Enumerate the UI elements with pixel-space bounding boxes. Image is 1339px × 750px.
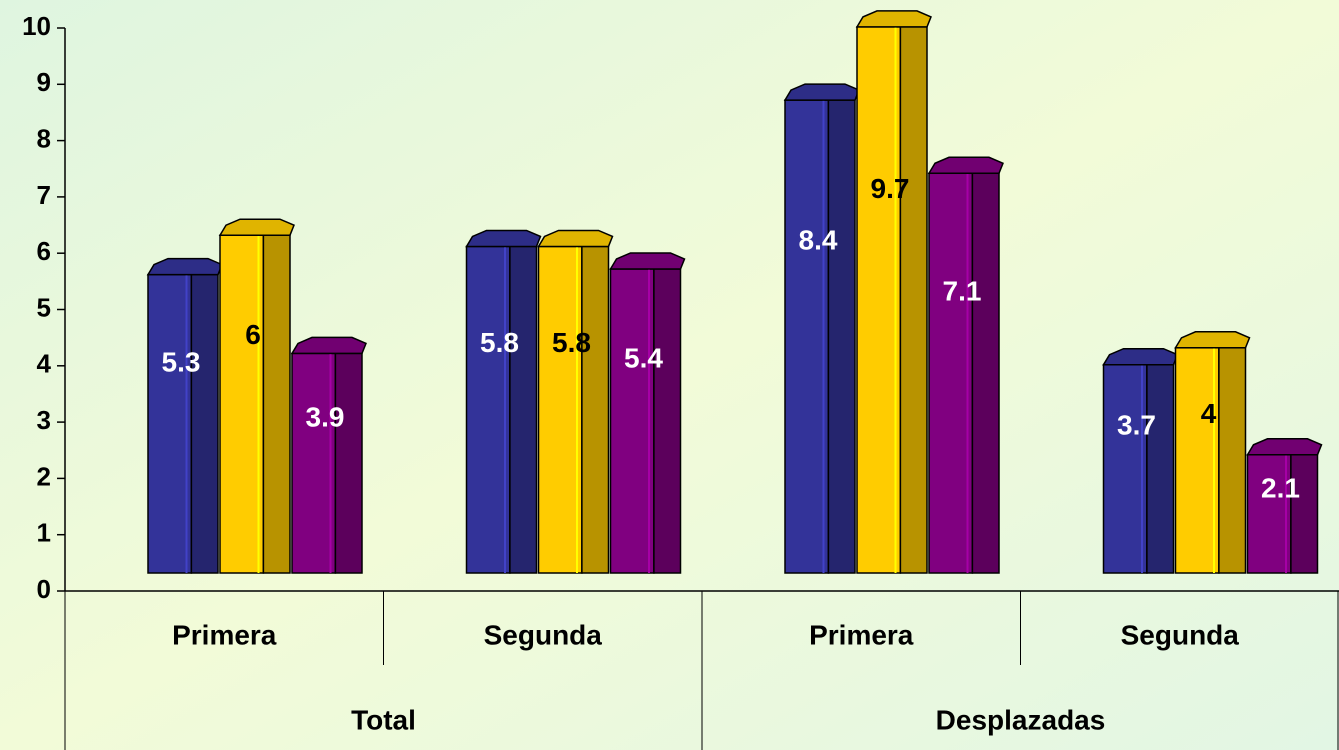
- value-label: 4: [1201, 398, 1217, 429]
- x-tick-label: Primera: [172, 619, 277, 650]
- bar: [218, 218, 295, 574]
- y-tick-label: 0: [37, 574, 51, 604]
- value-label: 3.7: [1117, 410, 1156, 441]
- bar-front: [609, 268, 655, 574]
- bar: [537, 229, 614, 574]
- bar-cap: [1246, 438, 1323, 456]
- bar-cap: [146, 257, 223, 276]
- bar-side: [899, 26, 928, 574]
- bar-cap: [609, 252, 686, 270]
- value-label: 7.1: [943, 276, 982, 307]
- value-label: 2.1: [1261, 473, 1300, 504]
- x-tick-label: Segunda: [484, 619, 603, 650]
- value-label: 3.9: [306, 402, 345, 433]
- value-label: 5.4: [624, 343, 663, 374]
- x-tick-label: Primera: [809, 619, 914, 650]
- bar-side: [827, 99, 856, 574]
- bar-side: [1218, 347, 1247, 574]
- bar-cap: [855, 10, 932, 28]
- bar: [146, 257, 223, 574]
- bar: [609, 252, 686, 574]
- bar: [855, 10, 932, 574]
- group-label: Desplazadas: [936, 704, 1106, 735]
- value-label: 5.8: [552, 327, 591, 358]
- bar-side: [262, 234, 291, 574]
- value-label: 5.8: [480, 327, 519, 358]
- y-tick-label: 4: [37, 349, 52, 379]
- bar-cap: [927, 156, 1004, 175]
- bar: [290, 336, 367, 574]
- group-label: Total: [351, 704, 416, 735]
- bar-cap: [537, 229, 614, 248]
- bar: [465, 229, 542, 574]
- y-tick-label: 9: [37, 67, 51, 97]
- y-tick-label: 8: [37, 123, 51, 153]
- bar-cap: [218, 218, 295, 236]
- y-tick-label: 2: [37, 461, 51, 491]
- y-tick-label: 3: [37, 405, 51, 435]
- x-tick-label: Segunda: [1121, 619, 1240, 650]
- bar-front: [928, 172, 974, 574]
- bar-side: [1146, 363, 1175, 574]
- y-tick-label: 6: [37, 236, 51, 266]
- y-tick-label: 10: [22, 11, 51, 41]
- value-label: 8.4: [799, 224, 838, 255]
- bar-front: [1174, 347, 1220, 574]
- bar-cap: [1174, 331, 1251, 349]
- value-label: 9.7: [871, 173, 910, 204]
- bar: [1102, 347, 1179, 574]
- value-label: 5.3: [162, 347, 201, 378]
- y-tick-label: 7: [37, 180, 51, 210]
- bar-side: [190, 273, 219, 574]
- bar-front: [465, 245, 511, 574]
- bar-side: [509, 245, 538, 574]
- value-label: 6: [245, 319, 261, 350]
- bar-front: [147, 273, 193, 574]
- bar-side: [334, 352, 363, 574]
- bar-cap: [465, 229, 542, 248]
- bar-front: [291, 352, 337, 574]
- bar-cap: [1102, 347, 1179, 366]
- bar-side: [653, 268, 682, 574]
- bar-side: [1290, 454, 1319, 574]
- bar-side: [581, 245, 610, 574]
- bar-cap: [783, 83, 860, 101]
- bar-front: [1102, 363, 1148, 574]
- bar-side: [971, 172, 1000, 574]
- y-tick-label: 5: [37, 292, 51, 322]
- bar-front: [784, 99, 830, 574]
- bar-front: [219, 234, 265, 574]
- bar: [1246, 438, 1323, 574]
- bar-front: [537, 245, 583, 574]
- bar-front: [856, 26, 902, 574]
- bar: [783, 83, 860, 574]
- bar: [1174, 331, 1251, 574]
- bar: [927, 156, 1004, 574]
- bar-cap: [290, 336, 367, 355]
- y-tick-label: 1: [37, 518, 51, 548]
